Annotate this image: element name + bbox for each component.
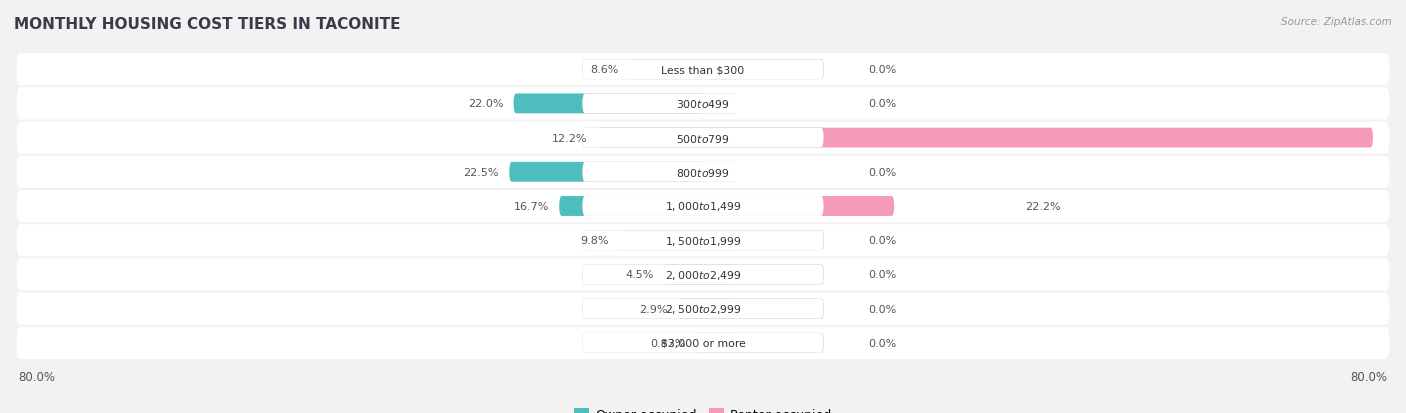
Text: 22.2%: 22.2% (1025, 202, 1060, 211)
Text: Less than $300: Less than $300 (661, 65, 745, 75)
Text: 0.0%: 0.0% (869, 304, 897, 314)
FancyBboxPatch shape (582, 94, 824, 114)
FancyBboxPatch shape (582, 299, 824, 319)
FancyBboxPatch shape (582, 162, 824, 182)
FancyBboxPatch shape (582, 197, 894, 216)
FancyBboxPatch shape (17, 54, 1389, 86)
Text: $1,500 to $1,999: $1,500 to $1,999 (665, 234, 741, 247)
Text: 0.0%: 0.0% (869, 65, 897, 75)
FancyBboxPatch shape (664, 265, 824, 285)
FancyBboxPatch shape (17, 327, 1389, 359)
Text: 4.5%: 4.5% (626, 270, 654, 280)
Text: 80.0%: 80.0% (1351, 370, 1388, 383)
Text: $800 to $999: $800 to $999 (676, 166, 730, 178)
FancyBboxPatch shape (509, 162, 703, 182)
FancyBboxPatch shape (582, 265, 738, 285)
Text: MONTHLY HOUSING COST TIERS IN TACONITE: MONTHLY HOUSING COST TIERS IN TACONITE (14, 17, 401, 31)
FancyBboxPatch shape (582, 299, 738, 319)
FancyBboxPatch shape (582, 128, 1374, 148)
FancyBboxPatch shape (582, 197, 824, 216)
FancyBboxPatch shape (582, 94, 738, 114)
FancyBboxPatch shape (582, 60, 824, 80)
Text: Source: ZipAtlas.com: Source: ZipAtlas.com (1281, 17, 1392, 26)
FancyBboxPatch shape (619, 231, 824, 251)
FancyBboxPatch shape (17, 225, 1389, 256)
FancyBboxPatch shape (582, 231, 738, 251)
FancyBboxPatch shape (598, 128, 824, 148)
Text: 0.0%: 0.0% (869, 99, 897, 109)
Text: 8.6%: 8.6% (591, 65, 619, 75)
Text: 16.7%: 16.7% (513, 202, 548, 211)
FancyBboxPatch shape (17, 259, 1389, 291)
FancyBboxPatch shape (582, 128, 824, 148)
Text: 80.0%: 80.0% (18, 370, 55, 383)
Text: 0.0%: 0.0% (869, 270, 897, 280)
Text: $3,000 or more: $3,000 or more (661, 338, 745, 348)
Text: $1,000 to $1,499: $1,000 to $1,499 (665, 200, 741, 213)
Text: 0.0%: 0.0% (869, 338, 897, 348)
FancyBboxPatch shape (582, 265, 824, 285)
Legend: Owner-occupied, Renter-occupied: Owner-occupied, Renter-occupied (568, 404, 838, 413)
FancyBboxPatch shape (17, 190, 1389, 223)
FancyBboxPatch shape (582, 333, 738, 353)
Text: 0.0%: 0.0% (869, 236, 897, 246)
FancyBboxPatch shape (17, 122, 1389, 154)
FancyBboxPatch shape (17, 88, 1389, 120)
FancyBboxPatch shape (678, 299, 824, 319)
FancyBboxPatch shape (560, 197, 703, 216)
FancyBboxPatch shape (628, 60, 824, 80)
FancyBboxPatch shape (582, 162, 738, 182)
Text: $2,500 to $2,999: $2,500 to $2,999 (665, 302, 741, 316)
Text: 12.2%: 12.2% (553, 133, 588, 143)
FancyBboxPatch shape (696, 333, 824, 353)
Text: 2.9%: 2.9% (640, 304, 668, 314)
FancyBboxPatch shape (17, 293, 1389, 325)
Text: 22.5%: 22.5% (464, 167, 499, 177)
Text: 0.0%: 0.0% (869, 167, 897, 177)
FancyBboxPatch shape (582, 333, 824, 353)
FancyBboxPatch shape (513, 94, 703, 114)
Text: $500 to $799: $500 to $799 (676, 132, 730, 144)
Text: $300 to $499: $300 to $499 (676, 98, 730, 110)
Text: 22.0%: 22.0% (468, 99, 503, 109)
Text: 0.82%: 0.82% (650, 338, 686, 348)
Text: $2,000 to $2,499: $2,000 to $2,499 (665, 268, 741, 281)
Text: 9.8%: 9.8% (579, 236, 609, 246)
FancyBboxPatch shape (582, 231, 824, 251)
FancyBboxPatch shape (582, 60, 738, 80)
FancyBboxPatch shape (17, 157, 1389, 188)
